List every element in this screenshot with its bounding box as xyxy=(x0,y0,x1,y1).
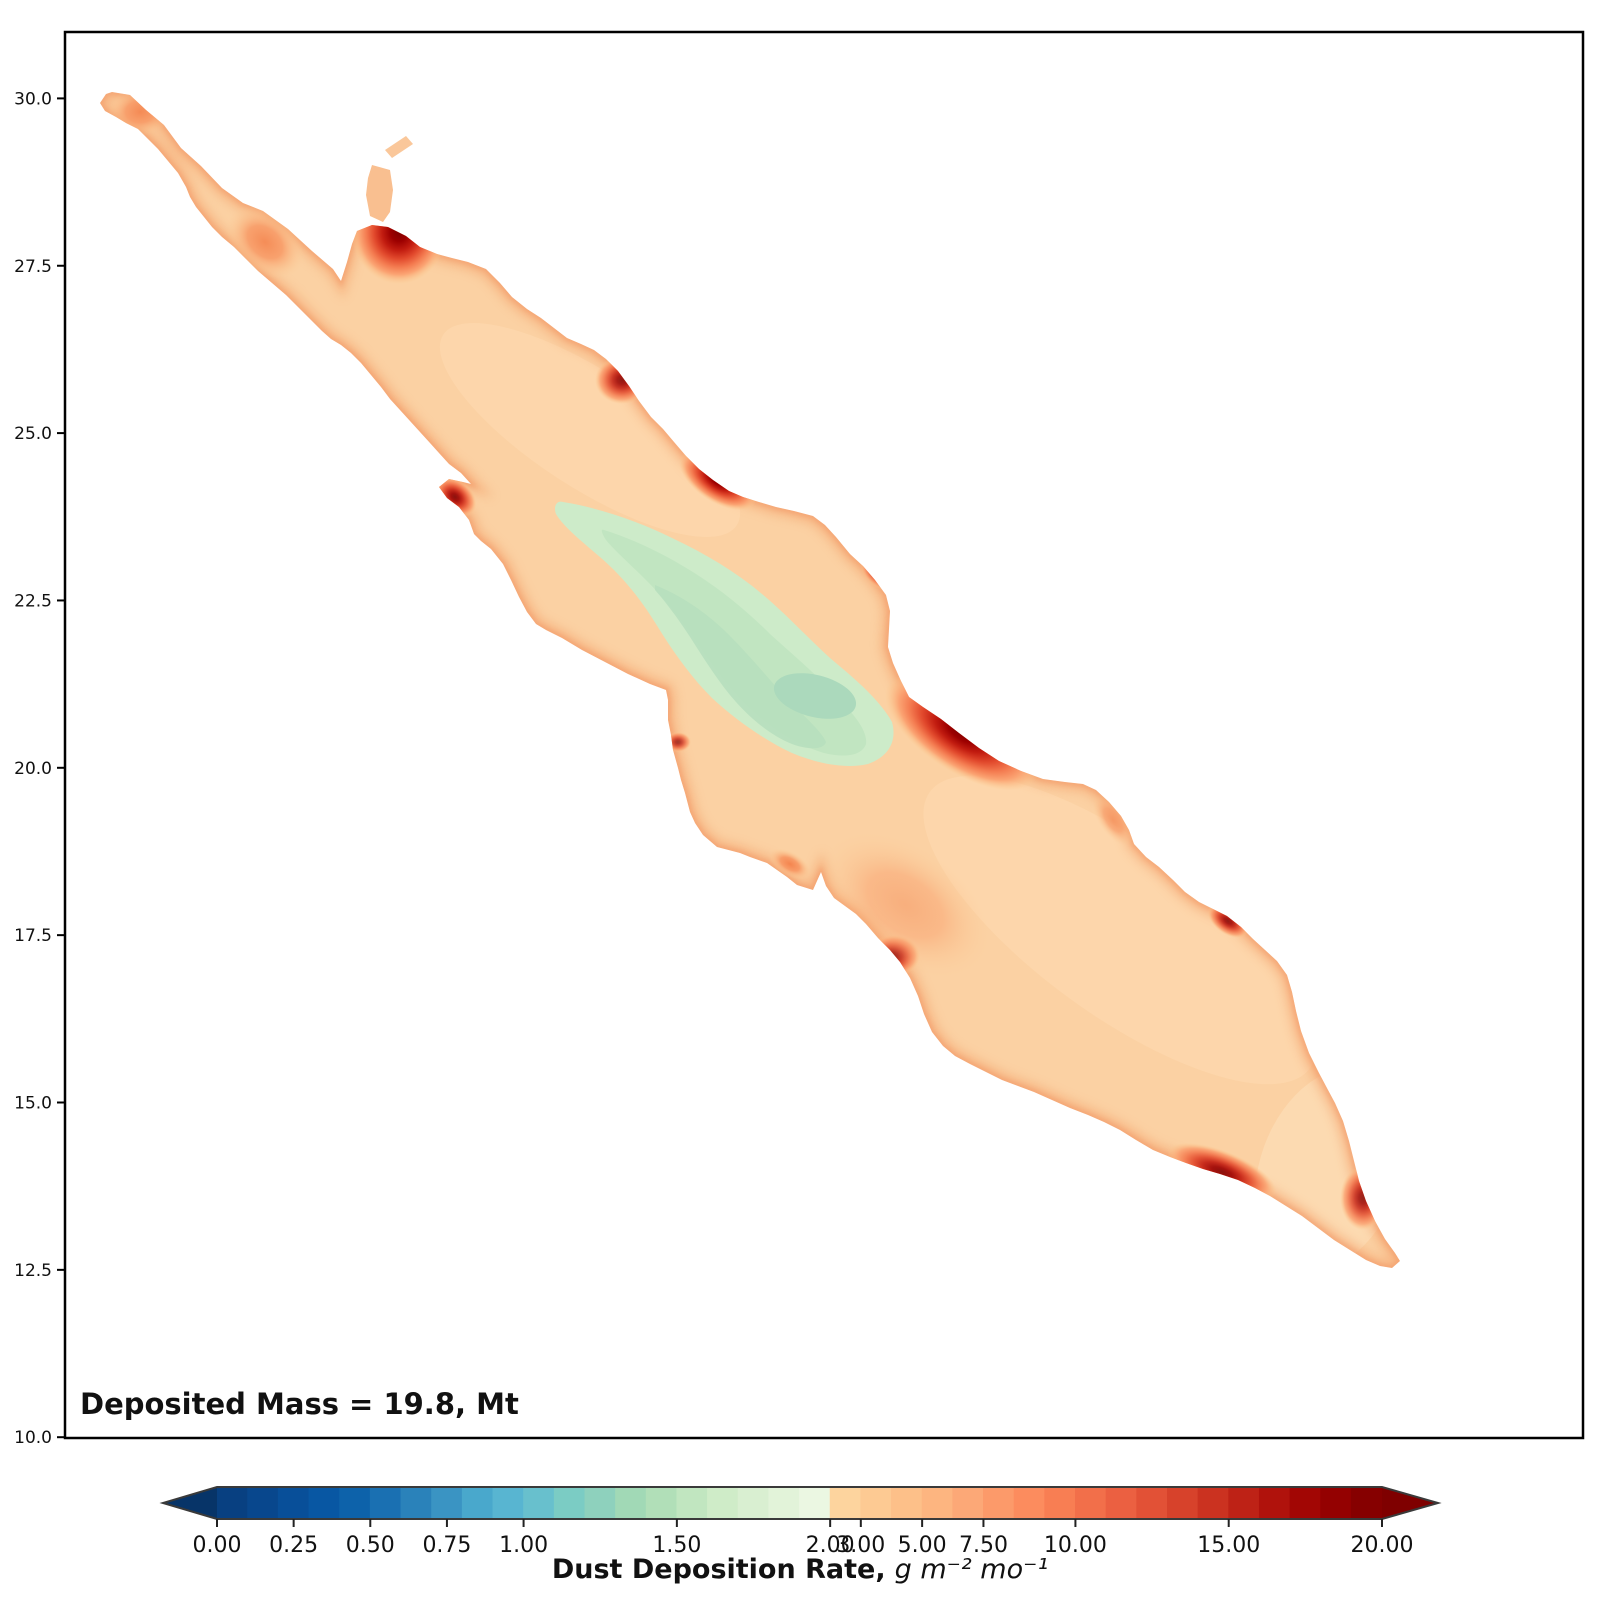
deposited-mass-annotation: Deposited Mass = 19.8, Mt xyxy=(80,1387,519,1421)
colorbar-segment xyxy=(1350,1487,1383,1519)
colorbar-tick-label: 1.50 xyxy=(652,1533,701,1558)
colorbar-segment xyxy=(461,1487,494,1519)
colorbar-segment xyxy=(400,1487,433,1519)
colorbar-segment xyxy=(339,1487,371,1519)
colorbar-segment xyxy=(1013,1487,1046,1519)
colorbar-segment xyxy=(737,1487,770,1519)
colorbar-segment xyxy=(523,1487,555,1519)
colorbar-segment xyxy=(860,1487,892,1519)
colorbar-tick-label: 1.00 xyxy=(499,1533,548,1558)
colorbar-segment xyxy=(1228,1487,1260,1519)
colorbar-tick-label: 0.00 xyxy=(193,1533,242,1558)
colorbar-segment xyxy=(829,1487,862,1519)
y-axis-tick-label: 10.0 xyxy=(14,1428,52,1448)
y-axis-tick-label: 17.5 xyxy=(14,926,52,946)
y-axis-tick-label: 30.0 xyxy=(14,89,52,109)
colorbar-segment xyxy=(921,1487,954,1519)
colorbar-segment xyxy=(1197,1487,1230,1519)
colorbar-tick-label: 0.25 xyxy=(269,1533,318,1558)
colorbar-segment xyxy=(1289,1487,1322,1519)
gulf-of-aqaba-fragments xyxy=(366,136,413,222)
colorbar-segment xyxy=(584,1487,616,1519)
y-axis-tick-label: 12.5 xyxy=(14,1261,52,1281)
colorbar-segment xyxy=(553,1487,586,1519)
colorbar-segment xyxy=(707,1487,739,1519)
colorbar-tick-label: 0.50 xyxy=(346,1533,395,1558)
colorbar-tick-label: 2.00 xyxy=(806,1533,855,1558)
colorbar-segment xyxy=(615,1487,647,1519)
colorbar-segment xyxy=(277,1487,310,1519)
colorbar-segment xyxy=(369,1487,402,1519)
colorbar-label: Dust Deposition Rate, g m⁻² mo⁻¹ xyxy=(552,1554,1048,1585)
colorbar-segment xyxy=(216,1487,249,1519)
colorbar-segment xyxy=(492,1487,524,1519)
colorbar-tick-label: 20.00 xyxy=(1351,1533,1414,1558)
colorbar-segment xyxy=(891,1487,923,1519)
colorbar-segment xyxy=(1044,1487,1076,1519)
colorbar-tick-label: 7.50 xyxy=(959,1533,1008,1558)
y-axis-tick-label: 22.5 xyxy=(14,591,52,611)
colorbar-segment xyxy=(1258,1487,1291,1519)
y-axis-tick-label: 25.0 xyxy=(14,424,52,444)
colorbar-segment xyxy=(645,1487,678,1519)
colorbar-segment xyxy=(952,1487,984,1519)
colorbar-tick-label: 15.00 xyxy=(1197,1533,1260,1558)
low-deposition-region xyxy=(554,501,894,766)
colorbar-segment xyxy=(431,1487,463,1519)
colorbar-segment xyxy=(676,1487,708,1519)
colorbar-tick-label: 10.00 xyxy=(1044,1533,1107,1558)
colorbar-segment xyxy=(1320,1487,1352,1519)
colorbar-segment xyxy=(768,1487,800,1519)
colorbar: 0.00 0.25 0.50 0.75 1.00 1.50 2.003.00 5.00 7.50… xyxy=(159,1486,1442,1558)
colorbar-under-arrow xyxy=(163,1487,217,1519)
colorbar-segment xyxy=(1136,1487,1168,1519)
deposition-minimum-core xyxy=(773,673,857,719)
colorbar-label-text: Dust Deposition Rate, xyxy=(552,1554,886,1585)
y-axis: 30.0 27.5 25.0 22.5 20.0 17.5 15.0 12.5 10.0 xyxy=(14,89,65,1448)
colorbar-segment xyxy=(308,1487,341,1519)
colorbar-tick-label: 3.00 xyxy=(836,1533,885,1558)
colorbar-tick-label: 5.00 xyxy=(898,1533,947,1558)
y-axis-tick-label: 20.0 xyxy=(14,759,52,779)
colorbar-segment xyxy=(1075,1487,1107,1519)
colorbar-segment xyxy=(799,1487,831,1519)
colorbar-segment xyxy=(983,1487,1015,1519)
colorbar-segment xyxy=(1166,1487,1199,1519)
colorbar-segment xyxy=(1105,1487,1138,1519)
colorbar-label-units: g m⁻² mo⁻¹ xyxy=(895,1554,1049,1585)
y-axis-tick-label: 27.5 xyxy=(14,257,52,277)
y-axis-tick-label: 15.0 xyxy=(14,1094,52,1114)
colorbar-tick-label: 0.75 xyxy=(422,1533,471,1558)
colorbar-segment xyxy=(247,1487,279,1519)
colorbar-over-arrow xyxy=(1382,1487,1438,1519)
